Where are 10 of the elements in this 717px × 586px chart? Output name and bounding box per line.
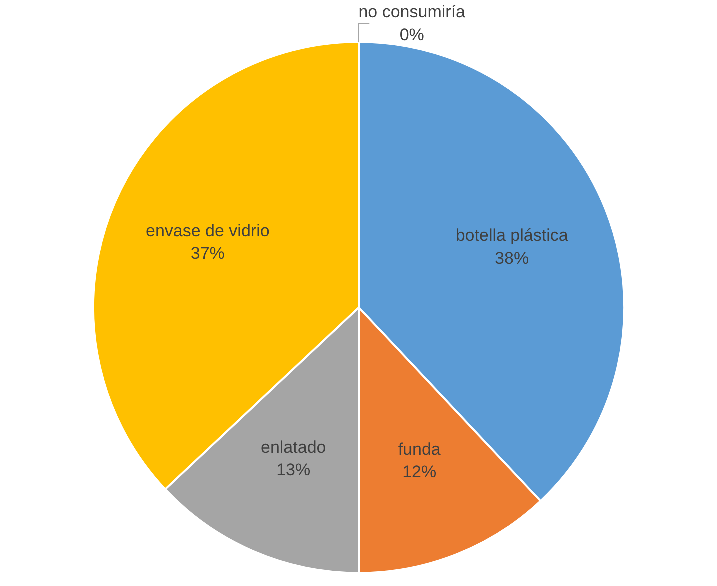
data-label: 13% bbox=[276, 460, 311, 480]
category-label: no consumiría bbox=[358, 2, 466, 22]
data-label: 37% bbox=[190, 244, 225, 264]
slice-label: enlatado bbox=[261, 438, 326, 457]
data-label: 12% bbox=[402, 462, 437, 482]
slice-label: funda bbox=[398, 440, 442, 459]
slice-label: botella plástica bbox=[456, 226, 569, 246]
slice-label: envase de vidrio bbox=[146, 221, 270, 240]
data-label: 38% bbox=[495, 248, 530, 268]
text: 0% bbox=[400, 25, 424, 44]
